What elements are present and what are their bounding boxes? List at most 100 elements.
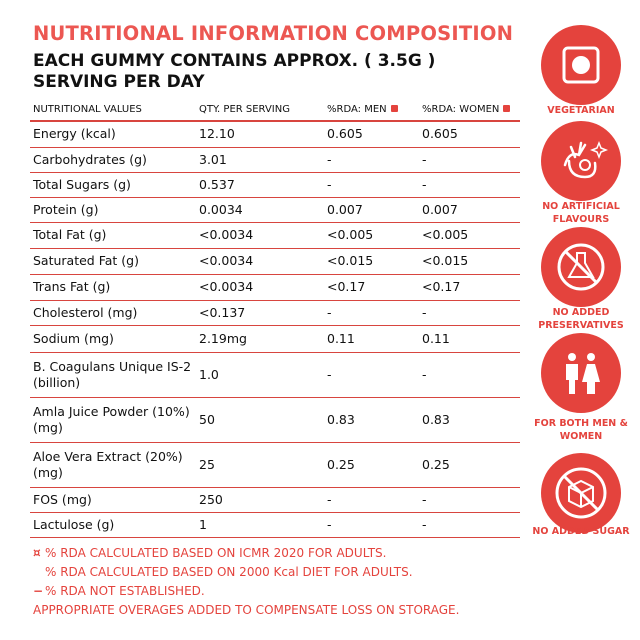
footnote-text: % RDA CALCULATED BASED ON 2000 Kcal DIET…	[45, 565, 413, 579]
table-cell: Cholesterol (mg)	[30, 300, 196, 326]
table-cell: 2.19mg	[196, 325, 324, 353]
table-cell: <0.005	[419, 222, 520, 249]
table-cell: 0.83	[324, 397, 419, 443]
table-cell: FOS (mg)	[30, 487, 196, 513]
table-cell: -	[324, 147, 419, 173]
table-cell: 0.537	[196, 172, 324, 198]
table-cell: 3.01	[196, 147, 324, 173]
table-cell: 0.25	[324, 442, 419, 488]
table-cell: 1.0	[196, 352, 324, 398]
table-cell: -	[324, 352, 419, 398]
rda-marker	[503, 104, 511, 112]
table-cell: 0.83	[419, 397, 520, 443]
no-sugar-icon	[541, 453, 621, 533]
table-cell: Saturated Fat (g)	[30, 248, 196, 275]
table-cell: 0.0034	[196, 197, 324, 223]
footnote-text: % RDA CALCULATED BASED ON ICMR 2020 FOR …	[45, 546, 387, 560]
table-cell: B. Coagulans Unique IS-2 (billion)	[30, 352, 196, 398]
table-row: Total Fat (g) <0.0034 <0.005 <0.005	[30, 222, 520, 249]
footnote: ¤% RDA CALCULATED BASED ON ICMR 2020 FOR…	[33, 546, 387, 560]
table-cell: <0.015	[324, 248, 419, 275]
table-cell: <0.0034	[196, 274, 324, 301]
table-cell: <0.137	[196, 300, 324, 326]
no-preservatives-icon	[541, 227, 621, 307]
table-cell: 12.10	[196, 121, 324, 148]
nutrition-table: NUTRITIONAL VALUES QTY. PER SERVING %RDA: …	[30, 98, 520, 538]
table-row: Total Sugars (g) 0.537- -	[30, 172, 520, 198]
table-cell: Energy (kcal)	[30, 121, 196, 148]
table-cell: <0.17	[324, 274, 419, 301]
footnote: −% RDA NOT ESTABLISHED.	[33, 584, 205, 598]
table-cell: <0.015	[419, 248, 520, 275]
header-text: QTY. PER SERVING	[199, 103, 290, 115]
header-cell: %RDA: MEN	[324, 98, 419, 122]
table-cell: 50	[196, 397, 324, 443]
table-row: FOS (mg) 250- -	[30, 487, 520, 513]
table-row: B. Coagulans Unique IS-2 (billion) 1.0- -	[30, 352, 520, 398]
table-cell: Sodium (mg)	[30, 325, 196, 353]
table-cell: <0.0034	[196, 248, 324, 275]
table-cell: 0.007	[324, 197, 419, 223]
table-row: Trans Fat (g) <0.0034 <0.17 <0.17	[30, 274, 520, 301]
badge-label: NO ADDED SUGAR	[532, 526, 630, 537]
table-cell: -	[419, 147, 520, 173]
table-row: Aloe Vera Extract (20%) (mg) 25 0.25 0.25	[30, 442, 520, 488]
table-cell: 0.605	[419, 121, 520, 148]
table-cell: 0.605	[324, 121, 419, 148]
table-row: Energy (kcal) 12.10 0.605 0.605	[30, 121, 520, 148]
table-cell: -	[324, 172, 419, 198]
table-cell: -	[324, 487, 419, 513]
badge-label: VEGETARIAN	[547, 105, 615, 116]
table-cell: 0.11	[419, 325, 520, 353]
table-row: Carbohydrates (g) 3.01- -	[30, 147, 520, 173]
table-cell: 0.25	[419, 442, 520, 488]
table-cell: 0.007	[419, 197, 520, 223]
table-cell: 25	[196, 442, 324, 488]
table-row: Cholesterol (mg) <0.137- -	[30, 300, 520, 326]
table-cell: Protein (g)	[30, 197, 196, 223]
table-cell: <0.005	[324, 222, 419, 249]
table-cell: 1	[196, 512, 324, 538]
table-cell: -	[419, 172, 520, 198]
table-cell: 250	[196, 487, 324, 513]
header-cell: %RDA: WOMEN	[419, 98, 520, 122]
table-cell: -	[324, 300, 419, 326]
table-cell: 0.11	[324, 325, 419, 353]
header-text: NUTRITIONAL VALUES	[33, 103, 142, 115]
footnote-text: % RDA NOT ESTABLISHED.	[45, 584, 205, 598]
no-artificial-flavours-icon	[541, 121, 621, 201]
table-row: Amla Juice Powder (10%) (mg) 50 0.83 0.83	[30, 397, 520, 443]
header-row: NUTRITIONAL VALUES QTY. PER SERVING %RDA: …	[30, 98, 520, 122]
table-row: Sodium (mg) 2.19mg 0.11 0.11	[30, 325, 520, 353]
rda-marker	[390, 104, 398, 112]
table-cell: Trans Fat (g)	[30, 274, 196, 301]
footnote-text: APPROPRIATE OVERAGES ADDED TO COMPENSATE…	[33, 603, 460, 617]
badge-label: FOR BOTH MEN & WOMEN	[534, 418, 628, 442]
table-cell: Lactulose (g)	[30, 512, 196, 538]
table-cell: -	[419, 300, 520, 326]
table-cell: Total Fat (g)	[30, 222, 196, 249]
table-cell: -	[419, 352, 520, 398]
vegetarian-icon	[541, 25, 621, 105]
header-cell: QTY. PER SERVING	[196, 98, 324, 122]
subtitle: EACH GUMMY CONTAINS APPROX. ( 3.5G ) SER…	[33, 51, 436, 92]
header-text: %RDA: WOMEN	[422, 103, 500, 115]
table-cell: Carbohydrates (g)	[30, 147, 196, 173]
table-cell: Amla Juice Powder (10%) (mg)	[30, 397, 196, 443]
footnote: APPROPRIATE OVERAGES ADDED TO COMPENSATE…	[33, 603, 459, 617]
table-row: Lactulose (g) 1- -	[30, 512, 520, 538]
table-cell: -	[419, 512, 520, 538]
footnote: % RDA CALCULATED BASED ON 2000 Kcal DIET…	[33, 565, 413, 579]
table-row: Saturated Fat (g) <0.0034 <0.015 <0.015	[30, 248, 520, 275]
badge-label: NO ARTIFICIAL FLAVOURS	[542, 201, 620, 225]
header-cell: NUTRITIONAL VALUES	[30, 98, 196, 122]
badge-label: NO ADDED PRESERVATIVES	[538, 307, 624, 331]
table-cell: <0.0034	[196, 222, 324, 249]
header-text: %RDA: MEN	[327, 103, 387, 115]
table-cell: -	[324, 512, 419, 538]
table-cell: Total Sugars (g)	[30, 172, 196, 198]
table-cell: -	[419, 487, 520, 513]
title: NUTRITIONAL INFORMATION COMPOSITION	[33, 22, 514, 45]
table-cell: Aloe Vera Extract (20%) (mg)	[30, 442, 196, 488]
